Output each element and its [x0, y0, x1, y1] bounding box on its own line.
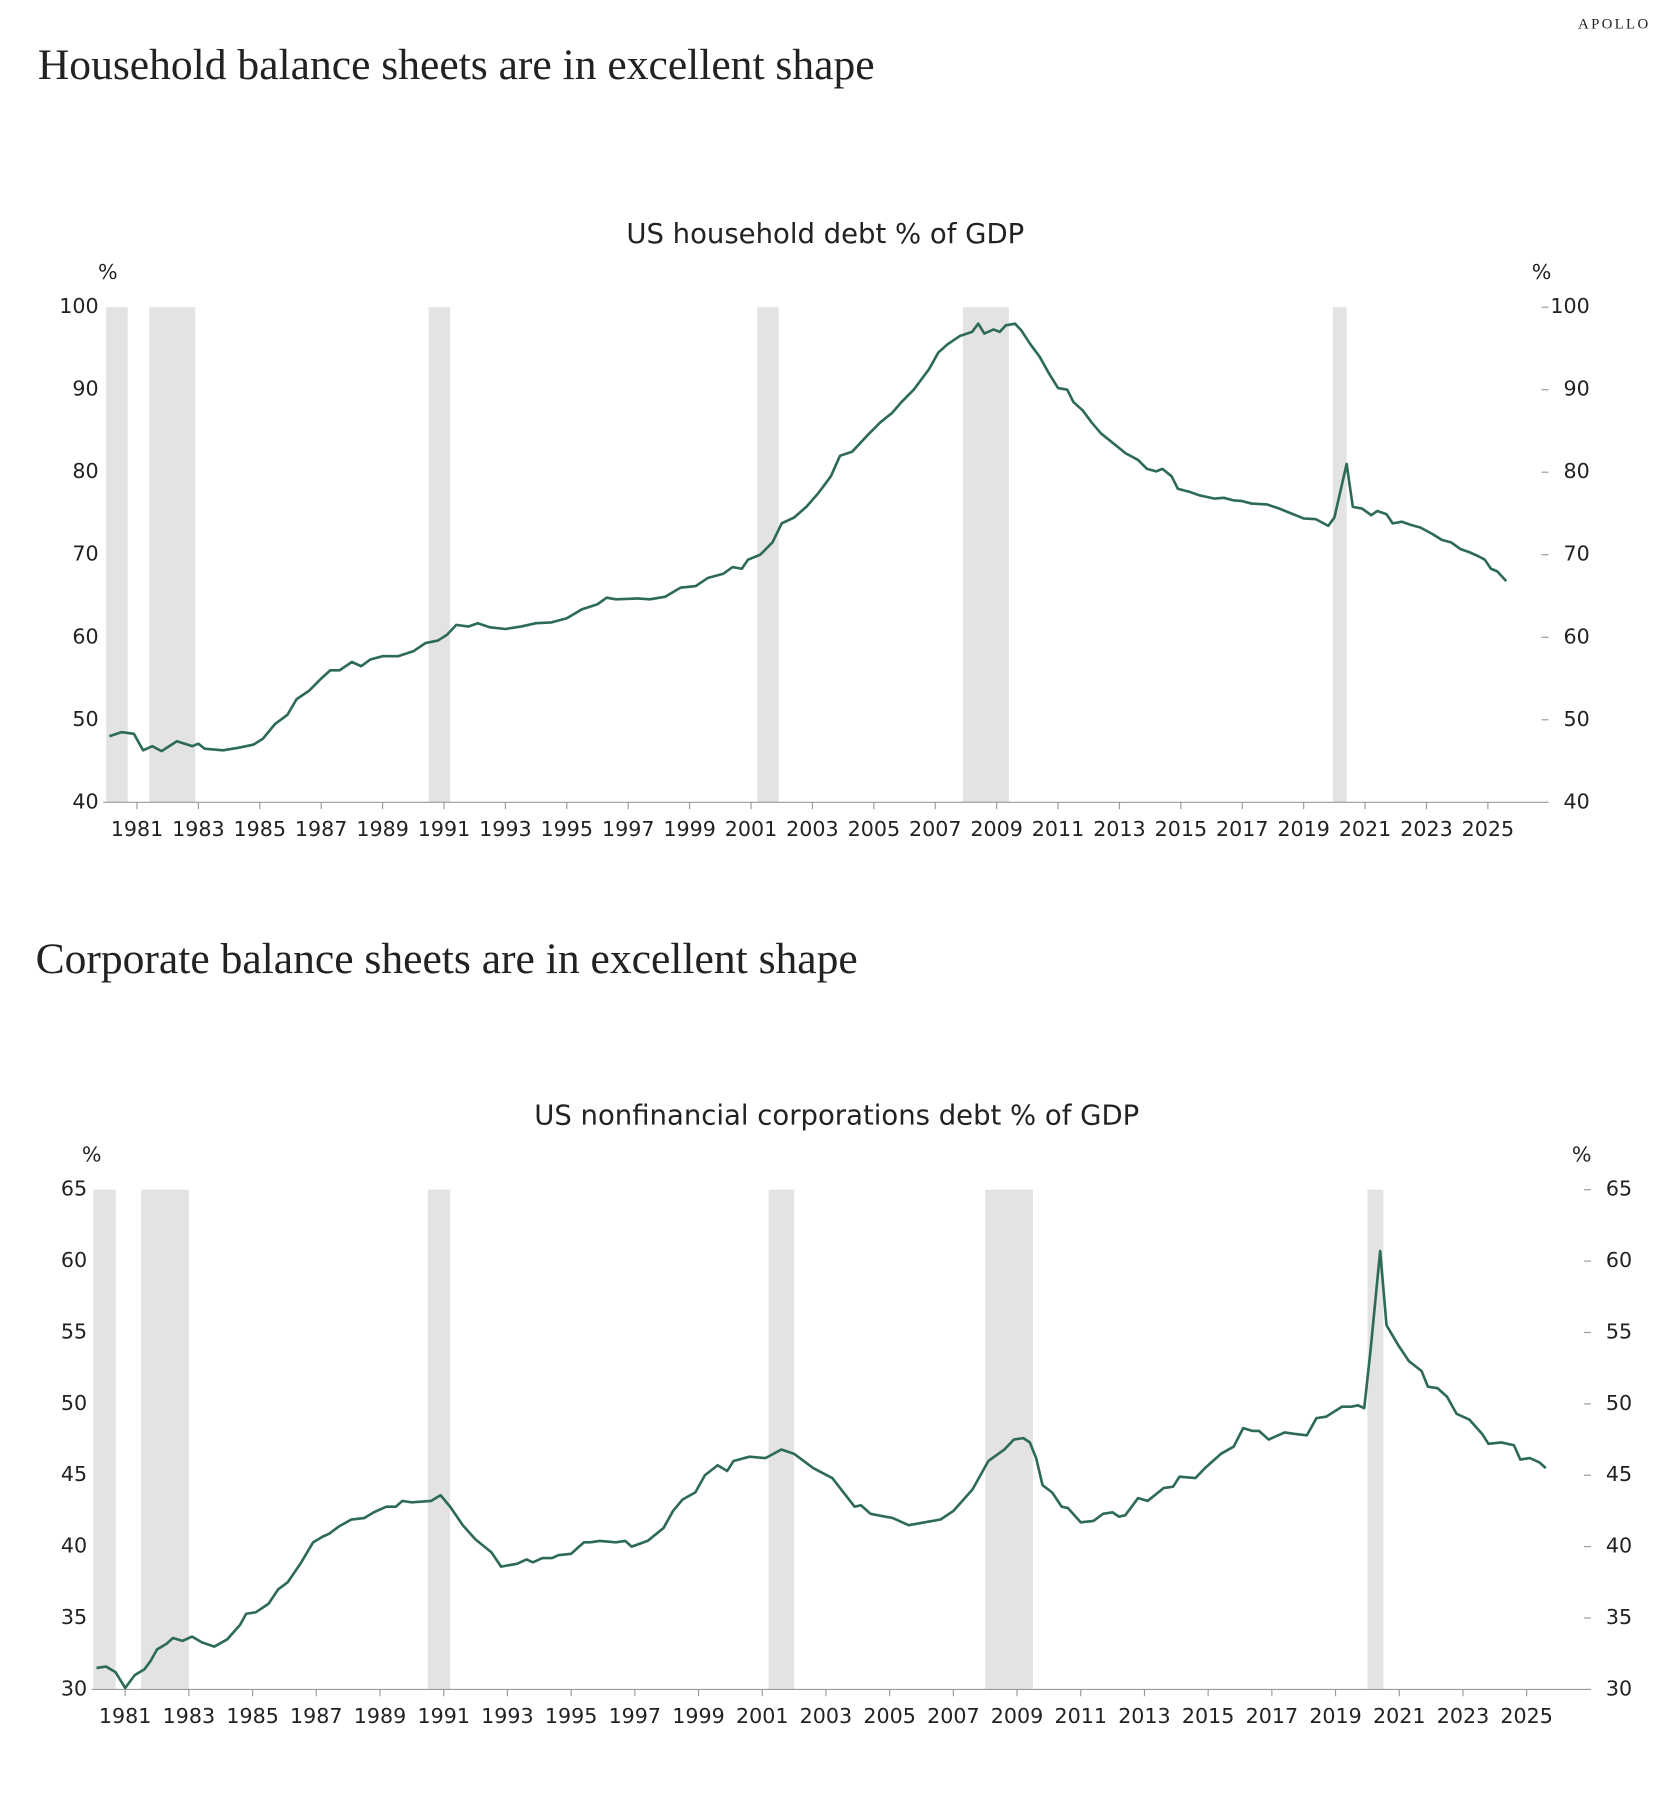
headline: Household balance sheets are in excellen…	[38, 41, 875, 89]
y-tick-label-left: 50	[72, 707, 98, 731]
x-tick-label: 1991	[417, 1704, 470, 1728]
y-tick-label-left: 90	[72, 377, 98, 401]
y-tick-label-right: 70	[1563, 542, 1589, 566]
x-tick-label: 2021	[1339, 817, 1391, 841]
y-tick-label-right: 60	[1563, 624, 1589, 648]
x-tick-label: 2007	[909, 817, 962, 841]
y-tick-label-right: 40	[1606, 1534, 1632, 1558]
y-tick-label-left: 70	[72, 542, 98, 566]
x-tick-label: 2025	[1462, 817, 1515, 841]
x-tick-label: 1985	[234, 817, 286, 841]
y-tick-label-right: 50	[1606, 1391, 1632, 1415]
x-tick-label: 2001	[725, 817, 778, 841]
x-tick-label: 1989	[354, 1704, 407, 1728]
recession-shade	[962, 307, 1009, 803]
y-unit-left: %	[98, 260, 118, 284]
x-tick-label: 1983	[172, 817, 225, 841]
x-tick-label: 2017	[1216, 817, 1269, 841]
y-tick-label-left: 60	[61, 1248, 87, 1272]
y-unit-left: %	[82, 1142, 102, 1166]
x-tick-label: 1981	[99, 1704, 152, 1728]
x-tick-label: 2017	[1246, 1704, 1299, 1728]
y-tick-label-left: 55	[61, 1319, 87, 1343]
recession-shade	[427, 1189, 451, 1690]
recession-shade	[141, 1189, 189, 1690]
x-tick-label: 2013	[1118, 1704, 1171, 1728]
x-tick-label: 1997	[602, 817, 655, 841]
y-tick-label-left: 60	[72, 624, 98, 648]
recession-shade	[149, 307, 196, 803]
y-tick-label-left: 50	[61, 1391, 87, 1415]
x-tick-label: 2011	[1054, 1704, 1107, 1728]
headline: Corporate balance sheets are in excellen…	[36, 935, 858, 983]
x-tick-label: 2003	[786, 817, 839, 841]
x-tick-label: 1997	[609, 1704, 662, 1728]
y-tick-label-right: 60	[1606, 1248, 1632, 1272]
y-tick-label-right: 50	[1563, 707, 1589, 731]
y-tick-label-left: 35	[61, 1605, 87, 1629]
x-tick-label: 2005	[863, 1704, 916, 1728]
x-tick-label: 2013	[1093, 817, 1146, 841]
recession-shade	[93, 1189, 116, 1690]
x-tick-label: 1987	[290, 1704, 343, 1728]
x-tick-label: 1985	[226, 1704, 279, 1728]
x-tick-label: 2005	[848, 817, 901, 841]
x-tick-label: 1993	[479, 817, 532, 841]
y-tick-label-right: 100	[1550, 294, 1589, 318]
y-tick-label-left: 100	[59, 294, 98, 318]
x-tick-label: 2011	[1032, 817, 1085, 841]
y-tick-label-left: 65	[61, 1177, 87, 1201]
x-tick-label: 2001	[736, 1704, 789, 1728]
x-tick-label: 1989	[356, 817, 409, 841]
y-unit-right: %	[1532, 260, 1552, 284]
x-tick-label: 2019	[1277, 817, 1329, 841]
y-tick-label-right: 35	[1606, 1605, 1632, 1629]
chart-title: US household debt % of GDP	[626, 218, 1024, 250]
x-tick-label: 2007	[927, 1704, 980, 1728]
recession-shade	[1332, 307, 1347, 803]
x-tick-label: 2021	[1373, 1704, 1425, 1728]
y-tick-label-right: 40	[1563, 789, 1589, 813]
recession-shade	[757, 307, 779, 803]
y-unit-right: %	[1572, 1142, 1592, 1166]
x-tick-label: 2023	[1400, 817, 1453, 841]
recession-shade	[768, 1189, 795, 1690]
y-tick-label-right: 30	[1606, 1676, 1632, 1700]
x-tick-label: 2015	[1182, 1704, 1234, 1728]
y-tick-label-left: 30	[61, 1676, 87, 1700]
x-tick-label: 1999	[672, 1704, 725, 1728]
y-tick-label-right: 45	[1606, 1462, 1632, 1486]
x-tick-label: 1987	[295, 817, 348, 841]
x-tick-label: 2025	[1500, 1704, 1553, 1728]
x-tick-label: 1995	[541, 817, 594, 841]
x-tick-label: 1991	[418, 817, 471, 841]
x-tick-label: 1993	[481, 1704, 534, 1728]
y-tick-label-right: 80	[1563, 459, 1589, 483]
x-tick-label: 2015	[1155, 817, 1208, 841]
recession-shade	[1367, 1189, 1384, 1690]
y-tick-label-right: 65	[1606, 1177, 1632, 1201]
x-tick-label: 1981	[111, 817, 164, 841]
y-tick-label-right: 90	[1563, 377, 1589, 401]
x-tick-label: 2003	[800, 1704, 853, 1728]
x-tick-label: 1999	[663, 817, 716, 841]
y-tick-label-left: 80	[72, 459, 98, 483]
recession-shade	[106, 307, 128, 803]
recession-shade	[428, 307, 451, 803]
chart-title: US nonfinancial corporations debt % of G…	[534, 1099, 1139, 1131]
x-tick-label: 2009	[991, 1704, 1044, 1728]
x-tick-label: 2009	[970, 817, 1023, 841]
x-tick-label: 2019	[1309, 1704, 1361, 1728]
x-tick-label: 2023	[1437, 1704, 1489, 1728]
x-tick-label: 1995	[545, 1704, 598, 1728]
data-line	[108, 322, 1508, 753]
y-tick-label-left: 40	[72, 789, 98, 813]
y-tick-label-left: 45	[61, 1462, 87, 1486]
y-tick-label-left: 40	[61, 1534, 87, 1558]
data-line	[96, 1249, 1547, 1690]
brand: APOLLO	[1578, 17, 1650, 33]
x-tick-label: 1983	[163, 1704, 216, 1728]
y-tick-label-right: 55	[1606, 1319, 1632, 1343]
